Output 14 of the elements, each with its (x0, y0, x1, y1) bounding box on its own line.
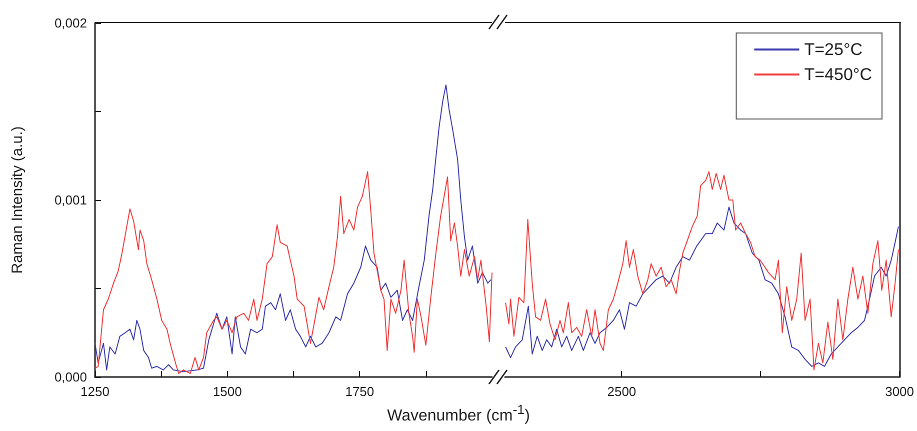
legend-label: T=25°C (804, 40, 863, 59)
legend-label: T=450°C (804, 65, 872, 84)
x-tick-label: 1750 (345, 384, 374, 399)
x-tick-label: 1250 (80, 384, 110, 399)
x-tick-label: 3000 (885, 384, 914, 399)
line-series (94, 84, 492, 372)
y-axis-title: Raman Intensity (a.u.) (9, 126, 26, 274)
x-axis-title: Wavenumber (cm$^{-1}$) (386, 402, 531, 426)
y-tick-label: 0,002 (54, 16, 87, 30)
y-tick-label: 0,000 (54, 370, 87, 384)
x-tick-label: 1500 (212, 384, 242, 399)
x-tick-label: 2500 (607, 384, 636, 399)
y-tick-label: 0,001 (54, 192, 87, 208)
line-series (94, 171, 492, 374)
